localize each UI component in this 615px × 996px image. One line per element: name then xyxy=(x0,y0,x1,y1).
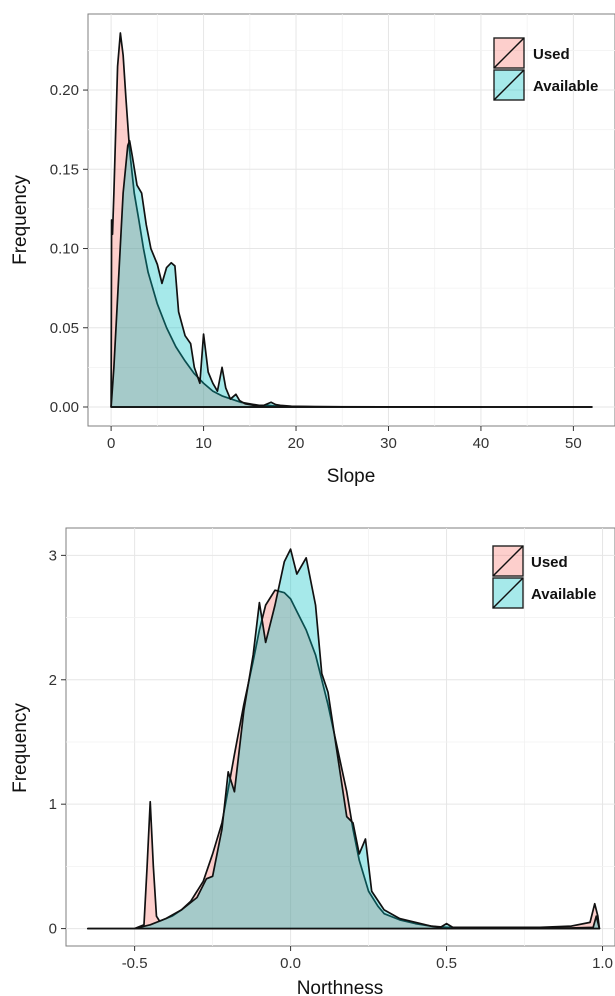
x-axis-title: Northness xyxy=(297,978,384,996)
x-tick-labels: -0.5 0.0 0.5 1.0 xyxy=(122,955,613,972)
x-tick-label: 0.5 xyxy=(436,955,457,972)
density-areas xyxy=(110,32,593,408)
y-axis-title: Frequency xyxy=(10,703,31,793)
density-areas xyxy=(86,548,601,930)
y-tick-label: 0.10 xyxy=(50,241,79,258)
density-area-available xyxy=(110,139,593,408)
legend-label-used: Used xyxy=(533,46,570,63)
density-area-available xyxy=(86,548,601,930)
axis-ticks xyxy=(61,554,604,951)
northness-density-chart: -0.5 0.0 0.5 1.0 0 1 2 3 Northness Frequency U… xyxy=(10,527,615,996)
legend-key-available-line xyxy=(493,69,525,101)
x-tick-label: 10 xyxy=(195,435,212,452)
legend-key-used-line xyxy=(493,37,525,69)
y-tick-label: 0.15 xyxy=(50,161,79,178)
x-tick-label: 50 xyxy=(565,435,582,452)
y-tick-label: 0.05 xyxy=(50,320,79,337)
x-tick-label: 30 xyxy=(380,435,397,452)
y-tick-label: 0 xyxy=(49,921,57,938)
legend-key-used-line xyxy=(492,545,524,577)
slope-density-chart: 0 10 20 30 40 50 0.00 0.05 0.10 0.15 0.20 Slope F… xyxy=(10,13,615,487)
x-tick-label: 1.0 xyxy=(592,955,613,972)
x-tick-label: 0 xyxy=(107,435,115,452)
y-tick-labels: 0 1 2 3 xyxy=(49,547,57,937)
x-tick-labels: 0 10 20 30 40 50 xyxy=(107,435,582,452)
axis-ticks xyxy=(83,89,574,431)
legend-label-used: Used xyxy=(531,554,568,571)
x-tick-label: 0.0 xyxy=(280,955,301,972)
x-tick-label: -0.5 xyxy=(122,955,148,972)
y-tick-label: 0.20 xyxy=(50,82,79,99)
y-tick-label: 2 xyxy=(49,672,57,689)
legend-label-available: Available xyxy=(531,586,596,603)
y-axis-title: Frequency xyxy=(10,175,31,265)
y-tick-labels: 0.00 0.05 0.10 0.15 0.20 xyxy=(50,82,79,416)
x-tick-label: 20 xyxy=(288,435,305,452)
y-tick-label: 3 xyxy=(49,547,57,564)
legend: Used Available xyxy=(492,545,596,609)
y-tick-label: 1 xyxy=(49,796,57,813)
x-tick-label: 40 xyxy=(473,435,490,452)
legend-key-available-line xyxy=(492,577,524,609)
y-tick-label: 0.00 xyxy=(50,399,79,416)
legend-label-available: Available xyxy=(533,78,598,95)
grid xyxy=(88,14,615,426)
x-axis-title: Slope xyxy=(327,466,376,487)
legend: Used Available xyxy=(493,37,598,101)
